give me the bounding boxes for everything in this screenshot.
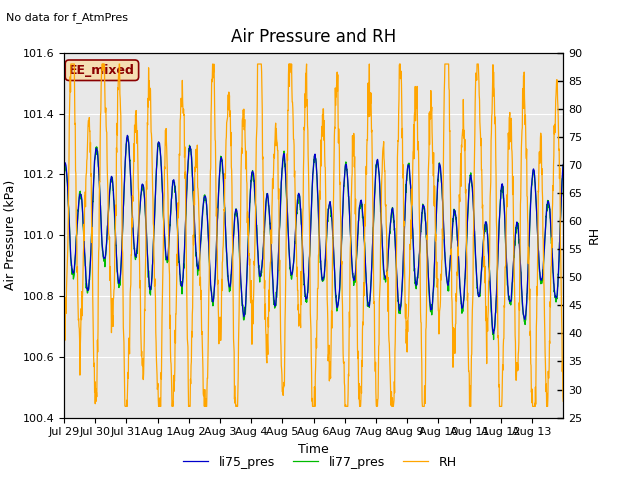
Line: li75_pres: li75_pres — [64, 135, 563, 334]
RH — [122, 404, 129, 409]
li77_pres — [490, 336, 497, 342]
li77_pres — [559, 162, 567, 168]
RH — [60, 292, 68, 298]
Line: RH: RH — [64, 64, 563, 407]
li77_pres — [150, 236, 157, 241]
li77_pres — [316, 246, 324, 252]
Title: Air Pressure and RH: Air Pressure and RH — [231, 28, 396, 46]
li75_pres — [60, 167, 68, 173]
RH — [287, 61, 294, 67]
Legend: li75_pres, li77_pres, RH: li75_pres, li77_pres, RH — [179, 451, 461, 474]
li75_pres — [490, 331, 497, 336]
li77_pres — [404, 161, 412, 167]
Y-axis label: RH: RH — [588, 226, 601, 244]
li75_pres — [316, 241, 324, 247]
X-axis label: Time: Time — [298, 443, 329, 456]
li77_pres — [60, 169, 68, 175]
li77_pres — [528, 183, 536, 189]
RH — [559, 398, 567, 404]
li75_pres — [404, 162, 412, 168]
Line: li77_pres: li77_pres — [64, 136, 563, 339]
RH — [405, 300, 413, 306]
li75_pres — [528, 181, 536, 187]
RH — [70, 61, 77, 67]
Y-axis label: Air Pressure (kPa): Air Pressure (kPa) — [4, 180, 17, 290]
RH — [316, 196, 324, 202]
li77_pres — [124, 133, 132, 139]
Text: No data for f_AtmPres: No data for f_AtmPres — [6, 12, 129, 23]
li75_pres — [124, 132, 131, 138]
RH — [528, 386, 536, 392]
RH — [67, 61, 75, 67]
li75_pres — [559, 162, 567, 168]
li75_pres — [70, 270, 77, 276]
Text: EE_mixed: EE_mixed — [69, 64, 135, 77]
li75_pres — [150, 236, 157, 242]
RH — [150, 252, 157, 258]
li77_pres — [286, 266, 294, 272]
li77_pres — [70, 276, 77, 282]
li75_pres — [286, 263, 294, 268]
